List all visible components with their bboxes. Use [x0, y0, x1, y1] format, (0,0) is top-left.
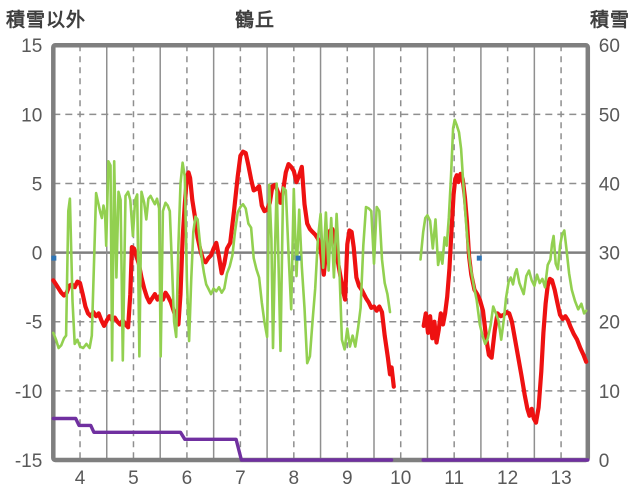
red-line	[51, 149, 396, 389]
blue-marker	[295, 255, 301, 261]
left-axis-title: 積雪以外	[6, 10, 87, 31]
snow-depth-line	[51, 416, 394, 462]
green-line	[419, 118, 588, 346]
left-tick-label: -15	[15, 451, 42, 472]
x-tick-label: 4	[75, 468, 86, 489]
page-title: 鶴丘	[234, 10, 276, 31]
x-tick-label: 8	[289, 468, 300, 489]
right-tick-label: 10	[599, 382, 620, 403]
x-tick-label: 10	[390, 468, 411, 489]
x-tick-label: 11	[444, 468, 464, 489]
right-tick-label: 60	[599, 36, 620, 57]
right-tick-label: 40	[599, 174, 620, 195]
right-tick-label: 20	[599, 313, 620, 334]
x-tick-label: 6	[182, 468, 193, 489]
left-tick-label: 5	[32, 174, 43, 195]
left-tick-label: 10	[21, 105, 42, 126]
blue-marker	[476, 255, 482, 261]
right-axis-title: 積雪	[589, 10, 630, 31]
x-tick-label: 5	[128, 468, 139, 489]
red-line	[421, 171, 589, 425]
right-tick-label: 0	[599, 451, 610, 472]
left-tick-label: 15	[21, 36, 42, 57]
x-tick-label: 12	[497, 468, 518, 489]
left-tick-label: -10	[15, 382, 42, 403]
blue-marker	[51, 255, 57, 261]
left-tick-label: -5	[25, 313, 42, 334]
green-line	[51, 160, 392, 365]
x-tick-label: 7	[235, 468, 246, 489]
x-tick-label: 13	[551, 468, 572, 489]
right-tick-label: 30	[599, 244, 620, 265]
left-tick-label: 0	[32, 244, 43, 265]
x-tick-label: 9	[342, 468, 353, 489]
right-tick-label: 50	[599, 105, 620, 126]
